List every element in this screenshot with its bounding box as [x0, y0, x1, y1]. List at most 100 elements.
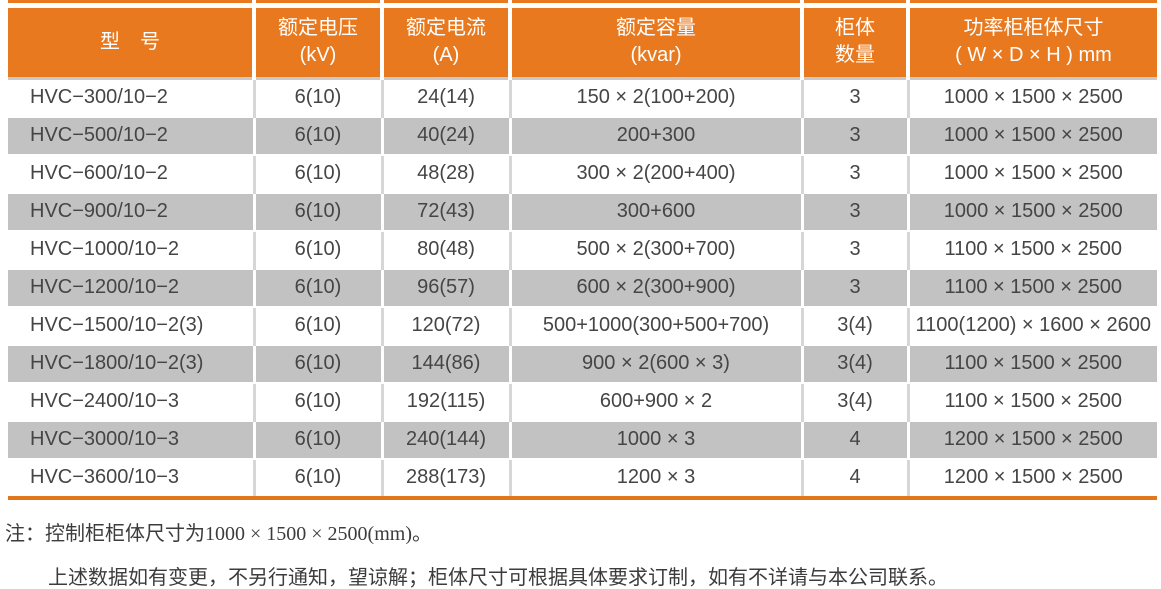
current-cell: 288(173)	[380, 458, 510, 498]
cabinet-size-cell: 1100 × 1500 × 2500	[906, 382, 1157, 421]
cabinet-size-cell: 1100 × 1500 × 2500	[906, 343, 1157, 384]
current-cell: 80(48)	[380, 230, 510, 269]
table-row: HVC−3600/10−3 6(10) 288(173) 1200 × 3 4 …	[8, 458, 1157, 498]
current-cell: 192(115)	[380, 382, 510, 421]
cabinet-count-cell: 4	[800, 458, 908, 498]
model-cell: HVC−3600/10−3	[30, 466, 180, 488]
cabinet-count-cell: 3(4)	[800, 306, 908, 345]
cabinet-size-cell: 1000 × 1500 × 2500	[906, 115, 1157, 156]
table-header: 型 号 额定电压 (kV) 额定电流 (A) 额定容量 (kvar) 柜体 数量	[8, 0, 1157, 78]
header-title: 额定电压	[278, 17, 358, 40]
cabinet-count-cell: 3	[800, 154, 908, 193]
footnotes: 注：控制柜柜体尺寸为1000 × 1500 × 2500(mm)。 上述数据如有…	[0, 517, 1161, 589]
model-cell: HVC−900/10−2	[8, 191, 254, 232]
model-cell: HVC−2400/10−3	[30, 390, 180, 412]
model-cell: HVC−300/10−2	[8, 76, 254, 117]
voltage-cell: 6(10)	[252, 419, 382, 460]
model-cell: HVC−3000/10−3	[8, 419, 254, 460]
voltage-cell: 6(10)	[252, 382, 382, 421]
cabinet-size-cell: 1000 × 1500 × 2500	[906, 191, 1157, 232]
model-cell: HVC−1800/10−2(3)	[8, 343, 254, 384]
model-cell: HVC−500/10−2	[8, 115, 254, 156]
model-cell: HVC−1500/10−2(3)	[30, 314, 204, 336]
current-cell: 72(43)	[380, 191, 510, 232]
capacity-cell: 900 × 2(600 × 3)	[508, 343, 802, 384]
capacity-cell: 200+300	[508, 115, 802, 156]
header-row: 型 号 额定电压 (kV) 额定电流 (A) 额定容量 (kvar) 柜体 数量	[8, 0, 1157, 78]
cabinet-count-cell: 3	[800, 76, 908, 117]
cabinet-count-cell: 4	[800, 419, 908, 460]
cabinet-size-cell: 1100(1200) × 1600 × 2600	[906, 306, 1157, 345]
current-cell: 96(57)	[380, 267, 510, 308]
capacity-cell: 1200 × 3	[508, 458, 802, 498]
voltage-cell: 6(10)	[252, 343, 382, 384]
voltage-cell: 6(10)	[252, 267, 382, 308]
cabinet-size-cell: 1200 × 1500 × 2500	[906, 419, 1157, 460]
header-unit: (kV)	[299, 44, 337, 67]
capacity-cell: 500 × 2(300+700)	[508, 230, 802, 269]
table-row: HVC−900/10−2 6(10) 72(43) 300+600 3 1000…	[8, 191, 1157, 232]
col-header-cabinet-count: 柜体 数量	[800, 0, 908, 78]
current-cell: 144(86)	[380, 343, 510, 384]
model-cell: HVC−1200/10−2	[8, 267, 254, 308]
table-row: HVC−300/10−2 6(10) 24(14) 150 × 2(100+20…	[8, 76, 1157, 117]
spec-table: 型 号 额定电压 (kV) 额定电流 (A) 额定容量 (kvar) 柜体 数量	[8, 0, 1157, 500]
cabinet-count-cell: 3	[800, 230, 908, 269]
table-body: HVC−300/10−2 6(10) 24(14) 150 × 2(100+20…	[8, 76, 1157, 498]
table-row: HVC−600/10−2 6(10) 48(28) 300 × 2(200+40…	[8, 154, 1157, 193]
current-cell: 240(144)	[380, 419, 510, 460]
header-unit: (kvar)	[630, 44, 682, 67]
capacity-cell: 1000 × 3	[508, 419, 802, 460]
header-title: 额定电流	[406, 17, 486, 40]
table-row: HVC−1800/10−2(3) 6(10) 144(86) 900 × 2(6…	[8, 343, 1157, 384]
col-header-rated-voltage: 额定电压 (kV)	[252, 0, 382, 78]
header-title: 额定容量	[616, 17, 696, 40]
header-title: 功率柜柜体尺寸	[963, 17, 1104, 40]
voltage-cell: 6(10)	[252, 458, 382, 498]
note-line-2: 上述数据如有变更，不另行通知，望谅解；柜体尺寸可根据具体要求订制，如有不详请与本…	[48, 566, 948, 589]
table-row: HVC−1200/10−2 6(10) 96(57) 600 × 2(300+9…	[8, 267, 1157, 308]
model-cell: HVC−600/10−2	[30, 162, 168, 184]
capacity-cell: 500+1000(300+500+700)	[508, 306, 802, 345]
current-cell: 120(72)	[380, 306, 510, 345]
table-row: HVC−3000/10−3 6(10) 240(144) 1000 × 3 4 …	[8, 419, 1157, 460]
cabinet-count-cell: 3(4)	[800, 343, 908, 384]
voltage-cell: 6(10)	[252, 230, 382, 269]
header-title: 柜体	[835, 17, 875, 40]
model-cell: HVC−1000/10−2	[30, 238, 180, 260]
header-unit: (A)	[432, 44, 460, 67]
current-cell: 48(28)	[380, 154, 510, 193]
current-cell: 24(14)	[380, 76, 510, 117]
col-header-model: 型 号	[8, 0, 254, 78]
cabinet-size-cell: 1000 × 1500 × 2500	[906, 76, 1157, 117]
table-row: HVC−1000/10−2 6(10) 80(48) 500 × 2(300+7…	[8, 230, 1157, 269]
header-title: 型 号	[100, 30, 160, 53]
col-header-rated-current: 额定电流 (A)	[380, 0, 510, 78]
cabinet-count-cell: 3(4)	[800, 382, 908, 421]
table-row: HVC−1500/10−2(3) 6(10) 120(72) 500+1000(…	[8, 306, 1157, 345]
capacity-cell: 600 × 2(300+900)	[508, 267, 802, 308]
capacity-cell: 300 × 2(200+400)	[508, 154, 802, 193]
voltage-cell: 6(10)	[252, 76, 382, 117]
cabinet-size-cell: 1000 × 1500 × 2500	[906, 154, 1157, 193]
table-row: HVC−500/10−2 6(10) 40(24) 200+300 3 1000…	[8, 115, 1157, 156]
col-header-rated-capacity: 额定容量 (kvar)	[508, 0, 802, 78]
cabinet-size-cell: 1200 × 1500 × 2500	[906, 458, 1157, 498]
header-title-2: 数量	[835, 44, 875, 67]
voltage-cell: 6(10)	[252, 115, 382, 156]
cabinet-size-cell: 1100 × 1500 × 2500	[906, 230, 1157, 269]
voltage-cell: 6(10)	[252, 306, 382, 345]
capacity-cell: 300+600	[508, 191, 802, 232]
voltage-cell: 6(10)	[252, 154, 382, 193]
capacity-cell: 150 × 2(100+200)	[508, 76, 802, 117]
cabinet-count-cell: 3	[800, 267, 908, 308]
cabinet-count-cell: 3	[800, 115, 908, 156]
cabinet-count-cell: 3	[800, 191, 908, 232]
header-unit: ( W × D × H ) mm	[955, 44, 1112, 67]
cabinet-size-cell: 1100 × 1500 × 2500	[906, 267, 1157, 308]
note-line-1: 注：控制柜柜体尺寸为1000 × 1500 × 2500(mm)。	[5, 522, 432, 545]
capacity-cell: 600+900 × 2	[508, 382, 802, 421]
voltage-cell: 6(10)	[252, 191, 382, 232]
table-row: HVC−2400/10−3 6(10) 192(115) 600+900 × 2…	[8, 382, 1157, 421]
